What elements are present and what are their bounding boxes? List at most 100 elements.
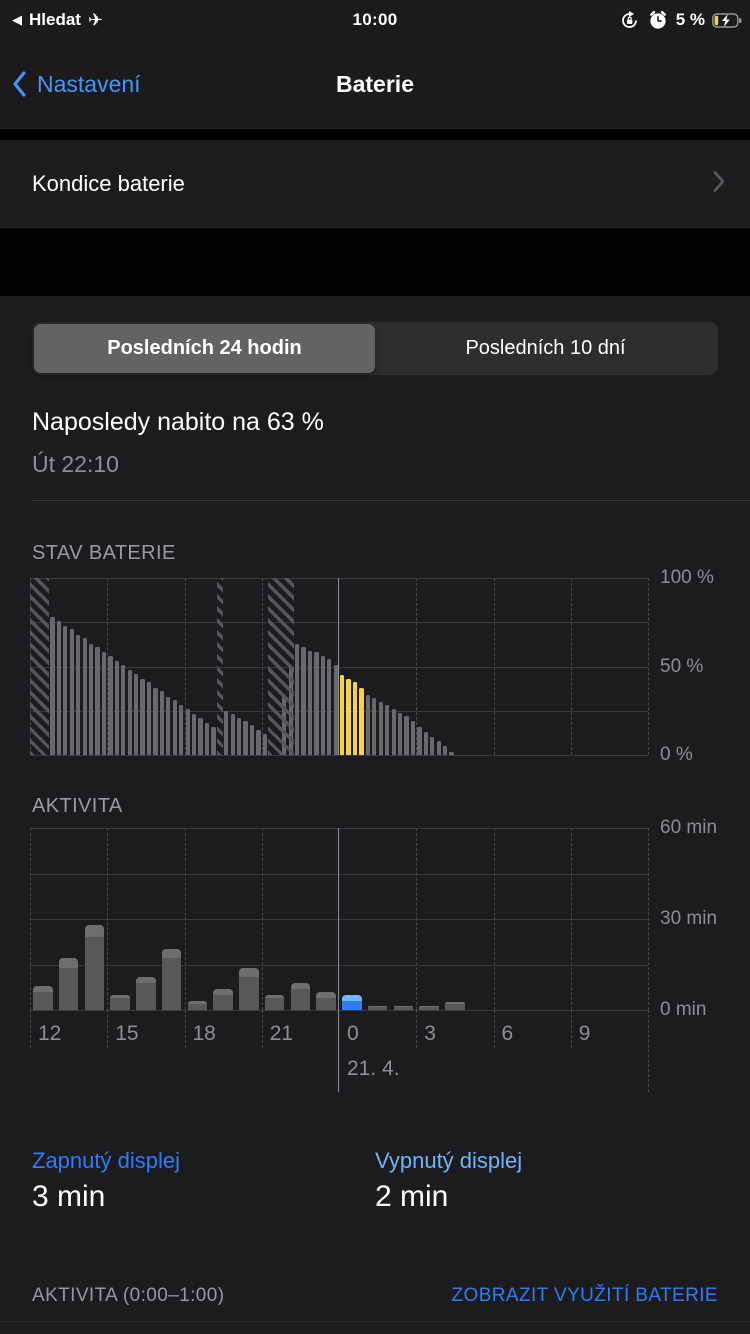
activity-bar-screen-on [84, 937, 105, 1010]
section-gap [0, 227, 750, 298]
battery-bar [249, 724, 255, 755]
battery-bar [243, 721, 248, 755]
battery-health-row[interactable]: Kondice baterie [0, 140, 750, 227]
battery-bar [449, 751, 454, 755]
tick-extension [261, 1010, 263, 1048]
tick-extension [338, 1010, 340, 1092]
gridline-h [30, 755, 648, 756]
battery-bar [237, 717, 242, 755]
battery-bar [211, 726, 216, 755]
battery-bar [108, 655, 113, 755]
activity-bar-screen-off [213, 988, 233, 995]
battery-bar [262, 733, 268, 755]
gridline-h [30, 1010, 648, 1011]
battery-bar [127, 670, 132, 755]
activity-bar-screen-on [342, 1000, 362, 1010]
time-range-segmented-control: Posledních 24 hodin Posledních 10 dní [32, 322, 718, 375]
battery-bar [391, 709, 396, 755]
battery-bar [172, 700, 177, 755]
segment-last-10-days[interactable]: Posledních 10 dní [465, 337, 626, 359]
battery-bar [69, 629, 74, 755]
tick-extension [30, 1010, 31, 1048]
activity-bar-screen-on [161, 958, 182, 1010]
activity-bar-screen-on [58, 967, 79, 1010]
gridline-v [107, 578, 109, 755]
x-axis-label: 9 [578, 1022, 591, 1045]
activity-bar-screen-off [136, 976, 156, 983]
battery-percent-text: 5 % [675, 10, 705, 29]
gridline-h [30, 710, 648, 712]
activity-bar-screen-off [342, 994, 362, 1001]
gridline-h [30, 666, 648, 668]
battery-bar [76, 634, 81, 755]
y-axis-label: 100 % [660, 567, 714, 588]
screen-on-label: Zapnutý displej [32, 1148, 180, 1173]
gridline-v [261, 828, 263, 1010]
activity-bar-screen-off [239, 967, 259, 977]
activity-bar-screen-off [419, 1006, 439, 1007]
status-time: 10:00 [352, 10, 398, 29]
charging-hatch [268, 578, 294, 755]
tick-extension [107, 1010, 109, 1048]
divider [0, 1321, 750, 1322]
back-to-app-button[interactable]: ◀ Hledat ✈ [12, 0, 103, 40]
tick-extension [648, 1010, 649, 1092]
activity-bar-screen-off [84, 925, 105, 938]
last-charge-subtitle: Út 22:10 [32, 451, 119, 477]
tick-extension [570, 1010, 572, 1048]
gridline-v [570, 578, 572, 755]
segment-last-24-hours[interactable]: Posledních 24 hodin [34, 324, 375, 373]
battery-bar [198, 717, 203, 755]
battery-bar [320, 655, 325, 755]
battery-bar [282, 694, 287, 755]
activity-bar-screen-on [264, 997, 285, 1010]
battery-health-label: Kondice baterie [32, 170, 185, 196]
battery-bar [95, 647, 100, 755]
activity-bar-screen-off [161, 949, 182, 959]
gridline-h [30, 828, 648, 829]
activity-bar-screen-on [213, 994, 233, 1010]
gridline-midnight [338, 578, 340, 755]
activity-bar-screen-off [367, 1005, 388, 1007]
battery-bar [134, 673, 139, 755]
battery-bar [307, 650, 313, 755]
battery-bar [82, 638, 87, 755]
activity-bar-screen-on [393, 1007, 414, 1010]
battery-bar [159, 691, 165, 755]
activity-chart-title: AKTIVITA [32, 795, 123, 817]
gridline-v [416, 828, 418, 1010]
battery-bar [372, 698, 377, 755]
gridline-h [30, 873, 648, 875]
airplane-mode-icon: ✈ [87, 9, 104, 30]
activity-bar-screen-on [290, 988, 311, 1010]
battery-bar [166, 696, 171, 755]
activity-bar-screen-off [264, 994, 285, 998]
x-axis-label: 6 [501, 1022, 514, 1045]
activity-chart[interactable]: 60 min 30 min 0 min 12 15 18 21 0 3 6 9 21. 4. [30, 817, 717, 1092]
activity-bar-screen-on [445, 1003, 465, 1010]
activity-range-label: AKTIVITA (0:00–1:00) [32, 1285, 225, 1306]
divider [32, 500, 750, 501]
x-axis-label: 15 [115, 1022, 139, 1045]
y-axis-label: 0 min [660, 999, 707, 1020]
gridline-h [30, 919, 648, 920]
battery-usage-section: Posledních 24 hodin Posledních 10 dní Na… [0, 296, 750, 1321]
nav-bar: Baterie Nastavení [0, 40, 750, 129]
back-button[interactable]: Nastavení [12, 40, 141, 128]
battery-bar [346, 678, 351, 755]
battery-bar [63, 625, 68, 755]
battery-bar [423, 732, 428, 755]
back-button-label: Nastavení [37, 70, 141, 97]
battery-bar [224, 710, 229, 755]
activity-bar-screen-on [367, 1007, 388, 1010]
battery-bar [50, 616, 55, 755]
y-axis-label: 30 min [660, 908, 718, 929]
tick-extension [416, 1010, 418, 1048]
gridline-v [184, 578, 186, 755]
battery-level-chart[interactable]: 100 % 50 % 0 % [30, 567, 714, 765]
gridline-v [261, 578, 263, 755]
show-battery-usage-link[interactable]: ZOBRAZIT VYUŽITÍ BATERIE [451, 1285, 718, 1306]
battery-bar [191, 714, 197, 755]
activity-bar-screen-off [290, 982, 311, 989]
